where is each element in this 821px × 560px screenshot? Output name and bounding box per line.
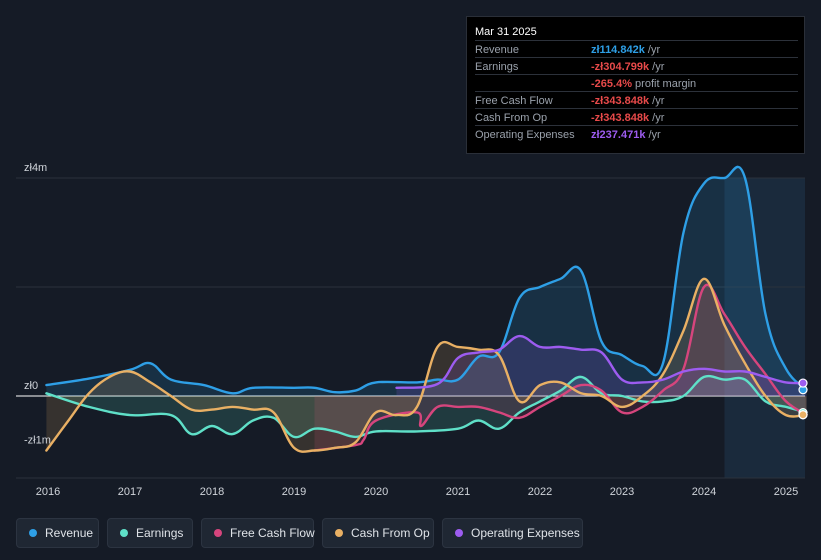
cash-from-op-line	[45, 277, 808, 453]
x-tick-label: 2024	[692, 486, 716, 498]
legend-dot-icon	[214, 529, 222, 537]
tooltip-row: Earnings -zł304.799k /yr	[475, 57, 798, 75]
y-tick-label: zł4m	[24, 162, 47, 174]
tooltip-row-label: Cash From Op	[475, 112, 548, 124]
tooltip-row-unit: /yr	[649, 95, 665, 107]
tooltip-row-value: zł237.471k /yr	[591, 129, 661, 141]
y-axis-ticks: zł4m zł0 -zł1m	[24, 162, 51, 447]
x-tick-label: 2016	[36, 486, 60, 498]
tooltip-row-value: zł114.842k /yr	[591, 44, 661, 56]
tooltip-panel: Mar 31 2025 Revenue zł114.842k /yr Earning…	[466, 16, 805, 154]
legend-item-earnings[interactable]: Earnings	[107, 518, 193, 548]
tooltip-row-unit: /yr	[649, 112, 665, 124]
operating-expenses-line	[395, 334, 808, 389]
x-tick-label: 2017	[118, 486, 142, 498]
x-tick-label: 2020	[364, 486, 388, 498]
legend-label: Operating Expenses	[471, 526, 580, 540]
earnings-area	[46, 376, 807, 438]
tooltip-row: -265.4% profit margin	[475, 74, 798, 92]
tooltip-row-label: Free Cash Flow	[475, 95, 553, 107]
tooltip-row-label: Revenue	[475, 44, 520, 56]
tooltip-row: Free Cash Flow -zł343.848k /yr	[475, 91, 798, 109]
legend-dot-icon	[335, 529, 343, 537]
x-tick-label: 2025	[774, 486, 798, 498]
tooltip-row: Operating Expenses zł237.471k /yr	[475, 125, 798, 143]
legend-label: Cash From Op	[351, 526, 430, 540]
x-tick-label: 2018	[200, 486, 224, 498]
series-areas	[46, 166, 807, 452]
cash-from-op-end-point	[798, 410, 808, 420]
revenue-line	[45, 165, 808, 395]
tooltip-date: Mar 31 2025	[475, 26, 537, 38]
tooltip-row: Revenue zł114.842k /yr	[475, 40, 798, 58]
tooltip-row-value: -265.4% profit margin	[591, 78, 697, 90]
x-tick-label: 2021	[446, 486, 470, 498]
legend-dot-icon	[29, 529, 37, 537]
legend-item-cash-from-op[interactable]: Cash From Op	[322, 518, 434, 548]
x-tick-label: 2022	[528, 486, 552, 498]
legend-label: Earnings	[136, 526, 184, 540]
legend-item-free-cash-flow[interactable]: Free Cash Flow	[201, 518, 315, 548]
forecast-shade	[724, 178, 805, 478]
tooltip-row-value: -zł343.848k /yr	[591, 112, 665, 124]
operating-expenses-end-point	[798, 378, 808, 388]
gridlines	[16, 177, 805, 479]
x-tick-label: 2019	[282, 486, 306, 498]
legend-dot-icon	[120, 529, 128, 537]
free-cash-flow-line	[313, 283, 808, 452]
series-end-markers	[798, 378, 808, 420]
legend-dot-icon	[455, 529, 463, 537]
tooltip-row-value: -zł343.848k /yr	[591, 95, 665, 107]
tooltip-row: Cash From Op -zł343.848k /yr	[475, 108, 798, 126]
tooltip-row-unit: /yr	[649, 61, 665, 73]
tooltip-row-unit: /yr	[645, 129, 661, 141]
tooltip-row-unit: /yr	[644, 44, 661, 56]
y-tick-label: -zł1m	[24, 435, 51, 447]
series-lines	[45, 165, 808, 453]
tooltip-row-unit: profit margin	[631, 78, 697, 90]
legend-label: Free Cash Flow	[230, 526, 315, 540]
y-tick-label: zł0	[24, 380, 38, 392]
tooltip-row-label: Operating Expenses	[475, 129, 575, 141]
tooltip-row-label: Earnings	[475, 61, 519, 73]
legend-item-operating-expenses[interactable]: Operating Expenses	[442, 518, 583, 548]
legend-item-revenue[interactable]: Revenue	[16, 518, 99, 548]
legend-label: Revenue	[45, 526, 94, 540]
x-axis-ticks: 2016 2017 2018 2019 2020 2021 2022 2023 2024 2025	[36, 486, 798, 498]
x-tick-label: 2023	[610, 486, 634, 498]
earnings-line	[45, 374, 808, 439]
tooltip-row-value: -zł304.799k /yr	[591, 61, 665, 73]
